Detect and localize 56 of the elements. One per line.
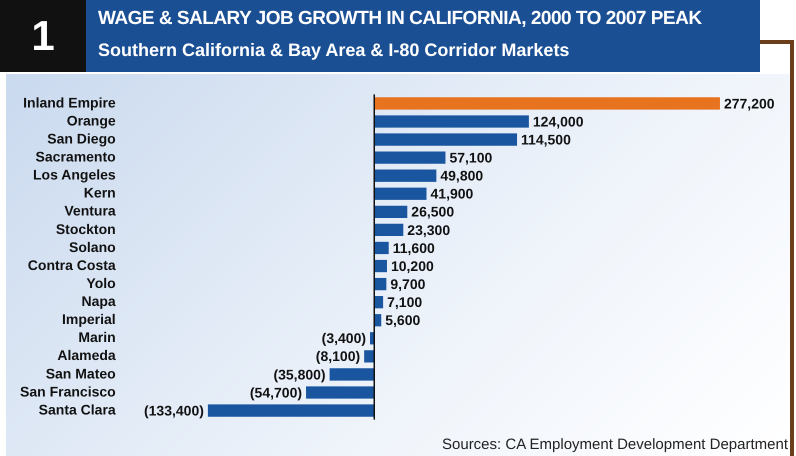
bar — [374, 133, 518, 146]
data-label: (3,400) — [322, 330, 366, 346]
data-label: 7,100 — [387, 294, 422, 310]
bar — [208, 404, 374, 417]
y-tick-label: Imperial — [62, 311, 116, 328]
text: 1 — [0, 0, 86, 72]
data-label: 114,500 — [521, 131, 572, 148]
data-label: 277,200 — [724, 95, 775, 112]
data-label: 41,900 — [430, 186, 474, 202]
y-tick-label: Napa — [81, 293, 116, 310]
data-label: (8,100) — [316, 348, 360, 364]
bar — [374, 296, 384, 308]
bar — [374, 224, 404, 236]
data-label: (54,700) — [250, 384, 302, 400]
data-label: 49,800 — [440, 168, 484, 184]
y-tick-label: Los Angeles — [32, 166, 116, 183]
bar — [374, 242, 389, 254]
data-label: (35,800) — [273, 366, 326, 382]
y-tick-label: San Mateo — [46, 365, 116, 382]
y-tick-label: Stockton — [56, 220, 116, 237]
y-tick-label: Santa Clara — [38, 401, 116, 418]
y-tick-label: Yolo — [86, 274, 116, 291]
data-label: 124,000 — [532, 113, 584, 130]
data-label: 9,700 — [390, 276, 426, 292]
chart-subtitle: Southern California & Bay Area & I-80 Corridor Markets — [98, 40, 570, 61]
bar — [374, 278, 386, 290]
source-note: Sources: CA Employment Development Department — [442, 436, 788, 453]
y-tick-label: Inland Empire — [23, 94, 116, 110]
data-label: 57,100 — [449, 149, 492, 166]
data-label: (133,400) — [144, 402, 204, 418]
y-tick-label: San Francisco — [20, 383, 116, 400]
data-label: 11,600 — [392, 240, 435, 256]
bar — [374, 260, 387, 272]
data-label: 10,200 — [390, 258, 434, 274]
bar — [306, 386, 374, 399]
bar — [374, 188, 427, 200]
y-tick-label: Orange — [66, 112, 116, 128]
y-tick-label: Sacramento — [36, 148, 116, 164]
data-label: 26,500 — [411, 204, 454, 220]
y-tick-label: Solano — [69, 238, 116, 255]
bar — [364, 350, 374, 363]
y-tick-label: Kern — [84, 184, 116, 201]
y-tick-label: Marin — [78, 329, 116, 346]
y-tick-label: Contra Costa — [28, 256, 116, 273]
bar — [374, 206, 408, 218]
bar — [374, 151, 446, 164]
y-tick-label: San Diego — [47, 130, 116, 146]
chart-title: WAGE & SALARY JOB GROWTH IN CALIFORNIA, 2000 TO 2007 PEAK — [98, 8, 702, 30]
bar — [374, 97, 720, 110]
bar — [330, 368, 374, 381]
data-label: 5,600 — [385, 312, 420, 328]
bar — [374, 170, 436, 182]
bar — [374, 115, 529, 128]
y-tick-label: Alameda — [57, 347, 116, 364]
data-label: 23,300 — [407, 222, 450, 238]
y-tick-label: Ventura — [64, 202, 116, 219]
